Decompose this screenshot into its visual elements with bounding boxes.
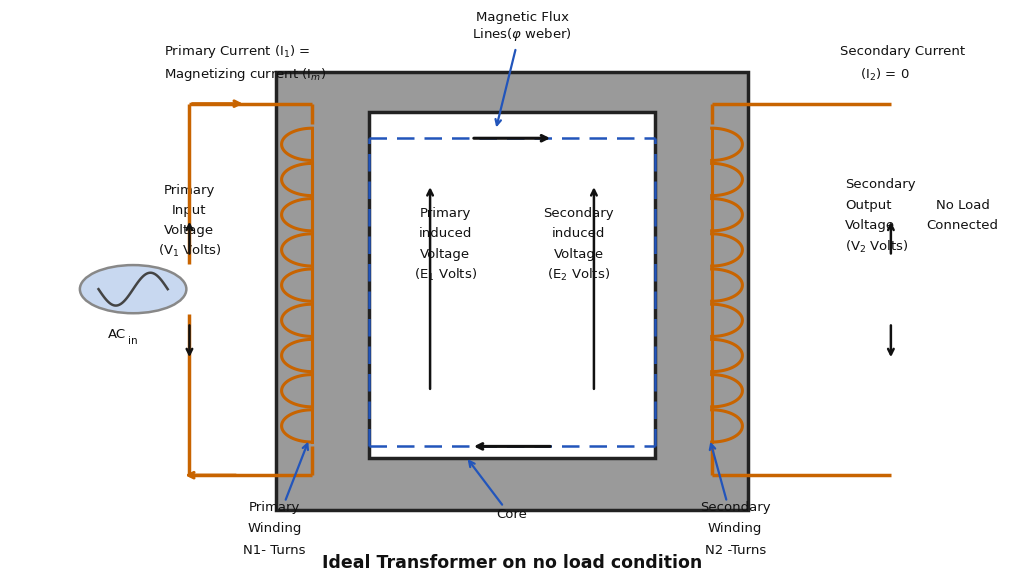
Text: Secondary: Secondary xyxy=(700,501,770,514)
Text: Connected: Connected xyxy=(927,219,998,232)
Text: Core: Core xyxy=(497,508,527,521)
Text: (E$_2$ Volts): (E$_2$ Volts) xyxy=(547,267,610,283)
Text: (I$_2$) = 0: (I$_2$) = 0 xyxy=(860,67,909,83)
Text: Output: Output xyxy=(845,199,891,211)
Text: (V$_2$ Volts): (V$_2$ Volts) xyxy=(845,238,908,255)
Text: N2 -Turns: N2 -Turns xyxy=(705,544,766,557)
Text: Voltage: Voltage xyxy=(165,224,214,237)
Text: Secondary Current: Secondary Current xyxy=(840,46,965,58)
Text: Voltage: Voltage xyxy=(421,248,470,261)
Text: Secondary: Secondary xyxy=(544,207,613,219)
Text: in: in xyxy=(128,336,137,346)
Text: Winding: Winding xyxy=(708,522,763,536)
Text: Winding: Winding xyxy=(247,522,302,536)
Text: Ideal Transformer on no load condition: Ideal Transformer on no load condition xyxy=(322,554,702,573)
Text: Primary Current (I$_1$) =: Primary Current (I$_1$) = xyxy=(164,43,310,60)
Text: (E$_1$ Volts): (E$_1$ Volts) xyxy=(414,267,477,283)
Ellipse shape xyxy=(80,265,186,313)
Text: Primary: Primary xyxy=(420,207,471,219)
Bar xyxy=(369,112,655,458)
Text: (V$_1$ Volts): (V$_1$ Volts) xyxy=(158,242,221,259)
Text: induced: induced xyxy=(552,228,605,240)
Text: N1- Turns: N1- Turns xyxy=(243,544,306,557)
Text: Primary: Primary xyxy=(164,184,215,196)
Text: Voltage: Voltage xyxy=(845,219,895,232)
Bar xyxy=(276,72,748,510)
Text: Voltage: Voltage xyxy=(554,248,603,261)
Text: Magnetic Flux: Magnetic Flux xyxy=(476,11,568,24)
Text: No Load: No Load xyxy=(936,199,989,211)
Text: Secondary: Secondary xyxy=(845,178,915,191)
Text: AC: AC xyxy=(108,328,126,340)
Text: induced: induced xyxy=(419,228,472,240)
Text: Lines($\varphi$ weber): Lines($\varphi$ weber) xyxy=(472,26,572,43)
Text: Input: Input xyxy=(172,204,207,217)
Text: Magnetizing current (I$_m$): Magnetizing current (I$_m$) xyxy=(164,66,326,84)
Text: Primary: Primary xyxy=(249,501,300,514)
